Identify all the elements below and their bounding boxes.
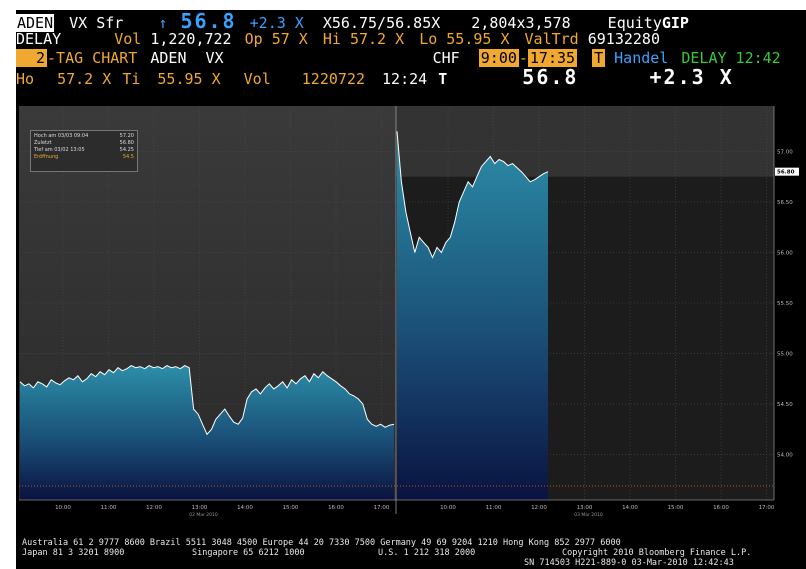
legend-row-high: Hoch am 03/03 09:04 57.20 bbox=[34, 133, 134, 139]
value-traded: 69132280 bbox=[587, 30, 660, 48]
y-tick-label-2: 55.00 bbox=[777, 352, 793, 358]
page-label: -TAG CHART bbox=[47, 49, 138, 67]
bid-ask: X56.75/56.85X bbox=[322, 14, 441, 32]
date-label-0: 02 Mar 2010 bbox=[189, 512, 218, 518]
y-tick-label-6: 57.00 bbox=[777, 149, 793, 155]
summary-change: +2.3 X bbox=[649, 65, 734, 89]
quote-line-1: ADEN VX Sfr ↑ 56.8 +2.3 X X56.75/56.85X … bbox=[16, 10, 689, 33]
value-traded-label: ValTrd bbox=[524, 30, 579, 48]
summary-high-label: Ho bbox=[16, 70, 35, 88]
summary-last: 56.8 bbox=[522, 65, 579, 89]
quote-line-2: DELAY Vol 1,220,722 Op 57 X Hi 57.2 X Lo… bbox=[16, 30, 660, 48]
trade-type-flag[interactable]: T bbox=[592, 49, 606, 67]
delay-time: DELAY 12:42 bbox=[681, 49, 781, 67]
y-tick-label-5: 56.50 bbox=[777, 200, 793, 206]
date-label-1: 03 Mar 2010 bbox=[574, 512, 603, 518]
summary-volume-label: Vol bbox=[243, 70, 271, 88]
x-tick-label-10: 12:00 bbox=[531, 505, 547, 511]
footer-copyright: Copyright 2010 Bloomberg Finance L.P. bbox=[562, 548, 752, 558]
x-tick-label-4: 14:00 bbox=[237, 505, 253, 511]
bloomberg-terminal: ADEN VX Sfr ↑ 56.8 +2.3 X X56.75/56.85X … bbox=[16, 10, 806, 569]
intraday-chart: 54.00 54.50 55.00 55.50 56.00 56.50 57.00 56.80… bbox=[19, 106, 799, 518]
legend-row-low: Tief am 03/02 13:05 54.25 bbox=[34, 147, 134, 153]
x-tick-label-15: 17:00 bbox=[759, 505, 775, 511]
summary-trade-flag: T bbox=[438, 70, 448, 88]
high-value: Hi 57.2 X bbox=[322, 30, 405, 48]
x-tick-label-7: 17:00 bbox=[374, 505, 390, 511]
last-price-label: 56.80 bbox=[777, 170, 795, 176]
currency: CHF bbox=[432, 49, 460, 67]
ticker-box[interactable]: ADEN bbox=[16, 14, 55, 32]
y-tick-label-3: 55.50 bbox=[777, 301, 793, 307]
footer-singapore: Singapore 65 6212 1000 bbox=[192, 548, 305, 558]
delay-label: DELAY bbox=[16, 30, 62, 48]
bid-ask-size: 2,804x3,578 bbox=[471, 14, 571, 32]
chart-exchange: VX bbox=[205, 49, 224, 67]
series-day1-fill bbox=[20, 365, 394, 500]
summary-volume: 1220722 bbox=[301, 70, 365, 88]
low-value: Lo 55.95 X bbox=[419, 30, 510, 48]
summary-high: 57.2 X bbox=[57, 70, 112, 88]
x-tick-label-3: 13:00 bbox=[192, 505, 208, 511]
x-tick-label-0: 10:00 bbox=[55, 505, 71, 511]
hours-end[interactable]: 17:35 bbox=[527, 49, 578, 67]
y-tick-label-4: 56.00 bbox=[777, 250, 793, 256]
page-number[interactable]: 2 bbox=[16, 49, 48, 67]
x-tick-label-2: 12:00 bbox=[146, 505, 162, 511]
x-tick-label-12: 14:00 bbox=[622, 505, 638, 511]
last-price: 56.8 bbox=[180, 10, 237, 33]
chart-title-line: 2 -TAG CHART ADEN VX CHF 9:00-17:35 T Han… bbox=[16, 49, 781, 67]
series-day2-fill bbox=[397, 131, 548, 501]
y-tick-label-0: 54.00 bbox=[777, 453, 793, 459]
x-tick-label-8: 10:00 bbox=[440, 505, 456, 511]
x-tick-label-1: 11:00 bbox=[101, 505, 117, 511]
x-tick-label-14: 16:00 bbox=[713, 505, 729, 511]
summary-time: 12:24 bbox=[382, 70, 428, 88]
x-tick-label-5: 15:00 bbox=[283, 505, 299, 511]
day2-upper-band bbox=[396, 106, 774, 177]
equity-label: Equity bbox=[607, 14, 662, 32]
chart-ticker: ADEN bbox=[150, 49, 187, 67]
up-arrow-icon: ↑ bbox=[158, 14, 168, 32]
summary-line: Ho 57.2 X Ti 55.95 X Vol 1220722 12:24 T… bbox=[16, 65, 734, 89]
price-change: +2.3 X bbox=[249, 14, 304, 32]
x-tick-label-13: 15:00 bbox=[668, 505, 684, 511]
handel-label: Handel bbox=[614, 49, 669, 67]
chart-legend: Hoch am 03/03 09:04 57.20 Zuletzt 56.80 Ti… bbox=[30, 130, 138, 172]
x-tick-label-6: 16:00 bbox=[328, 505, 344, 511]
series-day1-line bbox=[19, 365, 395, 436]
hours-start[interactable]: 9:00 bbox=[478, 49, 519, 67]
summary-low-label: Ti bbox=[122, 70, 141, 88]
y-tick-label-1: 54.50 bbox=[777, 402, 793, 408]
volume-value: 1,220,722 bbox=[150, 30, 232, 48]
x-tick-label-9: 11:00 bbox=[486, 505, 502, 511]
equity-key[interactable]: GIP bbox=[661, 14, 689, 32]
chart-area: 54.00 54.50 55.00 55.50 56.00 56.50 57.00 56.80… bbox=[16, 102, 806, 542]
x-tick-label-11: 13:00 bbox=[577, 505, 593, 511]
volume-label: Vol bbox=[114, 30, 142, 48]
legend-row-open: Eröffnung 54.5 bbox=[34, 154, 134, 160]
exchange: VX Sfr bbox=[69, 14, 124, 32]
last-price-marker bbox=[775, 167, 799, 176]
open-value: Op 57 X bbox=[244, 30, 308, 48]
legend-row-last: Zuletzt 56.80 bbox=[34, 140, 134, 146]
series-day2-line bbox=[396, 131, 549, 259]
footer-japan: Japan 81 3 3201 8900 bbox=[22, 548, 125, 558]
summary-low: 55.95 X bbox=[157, 70, 221, 88]
footer-phones-1: Australia 61 2 9777 8600 Brazil 5511 304… bbox=[22, 538, 621, 548]
footer-us: U.S. 1 212 318 2000 bbox=[378, 548, 476, 558]
footer-session: SN 714503 H221-889-0 03-Mar-2010 12:42:4… bbox=[524, 558, 734, 568]
